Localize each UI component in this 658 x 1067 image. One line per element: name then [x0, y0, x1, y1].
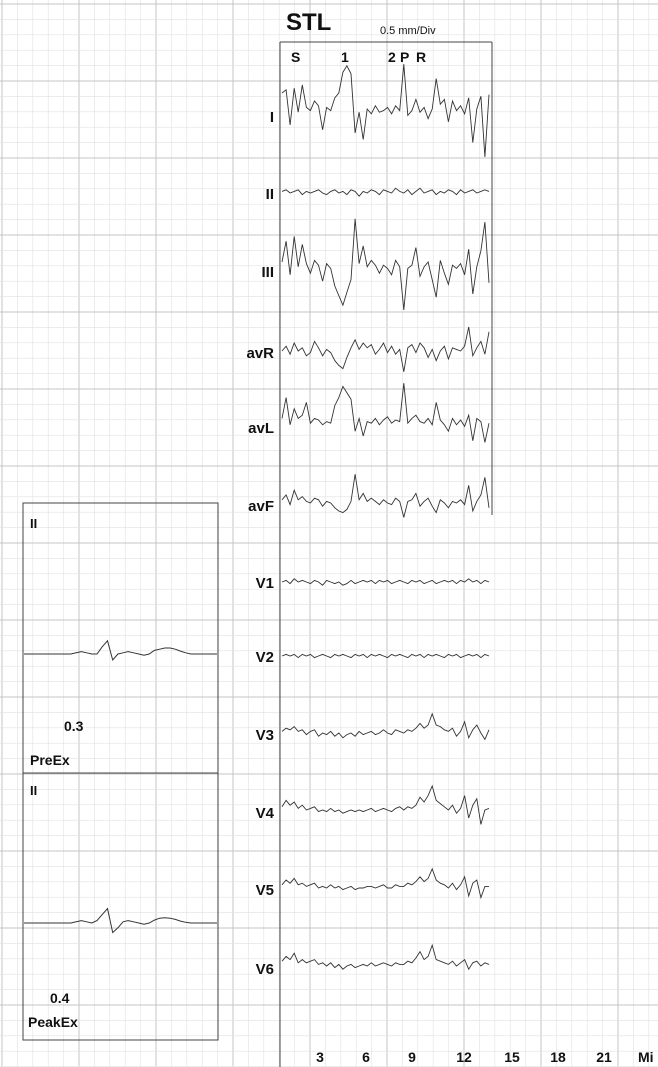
lead-trace-ii [281, 187, 490, 197]
inset-beat-trace-peakex [24, 907, 217, 934]
inset-label-preex: PreEx [30, 752, 70, 768]
lead-label-v3: V3 [256, 727, 274, 744]
lead-trace-avf [281, 474, 490, 518]
lead-label-avr: avR [246, 345, 274, 362]
x-tick-21: 21 [596, 1049, 612, 1065]
chart-title: STL [286, 9, 331, 36]
inset-label-peakex: PeakEx [28, 1014, 78, 1030]
inset-panel-peakex [22, 772, 219, 1041]
event-marker-1: 1 [341, 49, 349, 65]
x-axis-unit: Mi [638, 1049, 654, 1065]
x-tick-18: 18 [550, 1049, 566, 1065]
inset-lead-label-preex: II [30, 516, 37, 531]
lead-trace-v2 [281, 653, 490, 659]
lead-trace-v4 [281, 784, 490, 825]
x-tick-6: 6 [362, 1049, 370, 1065]
lead-trace-i [281, 64, 490, 158]
lead-label-avl: avL [248, 420, 274, 437]
inset-value-preex: 0.3 [64, 718, 84, 734]
x-tick-15: 15 [504, 1049, 520, 1065]
lead-label-i: I [270, 109, 274, 126]
lead-trace-v3 [281, 712, 490, 741]
lead-trace-avl [281, 383, 490, 443]
lead-label-v2: V2 [256, 649, 274, 666]
x-tick-9: 9 [408, 1049, 416, 1065]
x-tick-12: 12 [456, 1049, 472, 1065]
lead-label-v1: V1 [256, 575, 274, 592]
inset-beat-trace-preex [24, 639, 217, 662]
lead-trace-v5 [281, 867, 489, 900]
lead-trace-avr [281, 326, 490, 372]
lead-label-v4: V4 [256, 805, 275, 822]
lead-label-ii: II [266, 186, 274, 203]
event-marker-2: 2 [388, 49, 396, 65]
lead-label-iii: III [261, 264, 274, 281]
event-marker-r: R [416, 49, 426, 65]
lead-label-avf: avF [248, 498, 274, 515]
x-tick-3: 3 [316, 1049, 324, 1065]
lead-traces [281, 64, 490, 971]
event-marker-p: P [400, 49, 409, 65]
lead-label-v5: V5 [256, 882, 274, 899]
lead-label-v6: V6 [256, 961, 274, 978]
scale-label: 0.5 mm/Div [380, 25, 436, 37]
lead-trace-v6 [281, 943, 490, 971]
inset-lead-label-peakex: II [30, 783, 37, 798]
lead-trace-v1 [281, 578, 490, 586]
event-marker-s: S [291, 49, 300, 65]
lead-trace-iii [281, 218, 490, 311]
inset-value-peakex: 0.4 [50, 990, 70, 1006]
